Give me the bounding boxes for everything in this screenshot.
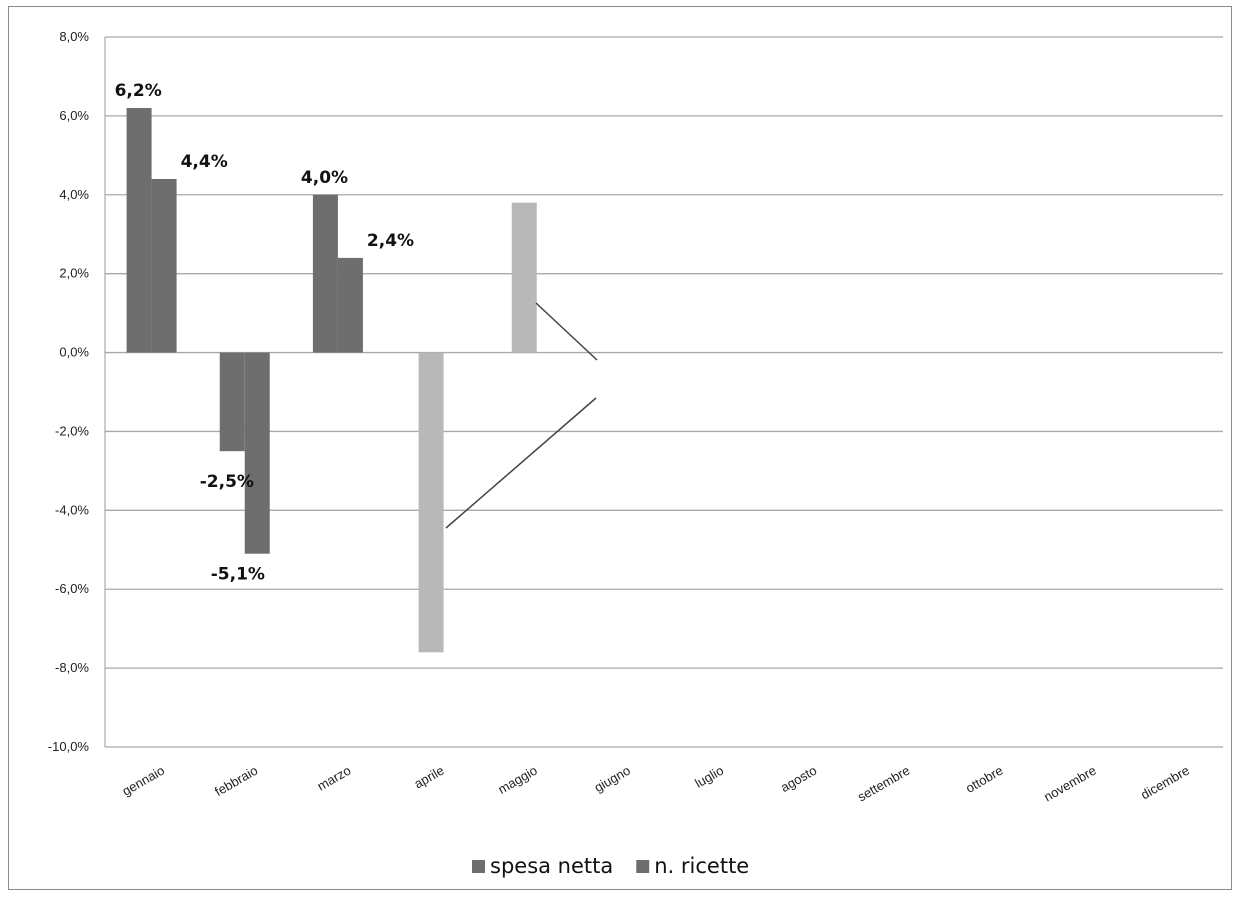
- x-category-label: settembre: [855, 763, 913, 805]
- y-tick-label: 6,0%: [59, 108, 89, 123]
- bar-spesa-netta-marzo: [313, 195, 338, 353]
- data-label: 6,2%: [115, 81, 162, 101]
- bar-spesa-netta-febbraio: [220, 353, 245, 452]
- legend-swatch: [472, 860, 485, 873]
- x-category-label: febbraio: [212, 763, 260, 799]
- bar-spesa-netta-aprile: [419, 353, 444, 653]
- y-tick-label: -4,0%: [55, 502, 89, 517]
- annotation-line: [536, 303, 597, 360]
- data-label: 2,4%: [367, 231, 414, 251]
- y-axis-ticks: 8,0% 6,0% 4,0% 2,0% 0,0% -2,0% -4,0% -6,0% -8,0%…: [48, 29, 90, 754]
- bar-n-ricette-marzo: [338, 258, 363, 353]
- y-tick-label: -6,0%: [55, 581, 89, 596]
- data-label: 4,4%: [181, 152, 228, 172]
- x-category-label: agosto: [778, 763, 819, 796]
- x-category-label: maggio: [495, 763, 539, 797]
- y-tick-label: 8,0%: [59, 29, 89, 44]
- x-category-label: luglio: [692, 763, 726, 791]
- legend: spesa netta n. ricette: [472, 854, 749, 878]
- gridlines: [105, 37, 1223, 747]
- bar-chart: 8,0% 6,0% 4,0% 2,0% 0,0% -2,0% -4,0% -6,0% -8,0%…: [9, 7, 1231, 889]
- data-label: -2,5%: [200, 472, 254, 492]
- x-category-label: ottobre: [963, 763, 1006, 796]
- y-tick-label: -2,0%: [55, 423, 89, 438]
- legend-swatch: [636, 860, 649, 873]
- data-label: -5,1%: [211, 565, 265, 585]
- x-category-label: giugno: [592, 763, 633, 796]
- bar-n-ricette-gennaio: [152, 179, 177, 353]
- bar-spesa-netta-maggio: [512, 203, 537, 353]
- chart-frame: 8,0% 6,0% 4,0% 2,0% 0,0% -2,0% -4,0% -6,0% -8,0%…: [8, 6, 1232, 890]
- y-tick-label: -8,0%: [55, 660, 89, 675]
- data-label: 4,0%: [301, 168, 348, 188]
- y-tick-label: 0,0%: [59, 345, 89, 360]
- annotation-line: [446, 398, 596, 528]
- x-category-label: aprile: [412, 763, 447, 792]
- legend-label: n. ricette: [654, 854, 749, 878]
- x-category-label: gennaio: [120, 763, 168, 799]
- y-tick-label: -10,0%: [48, 739, 90, 754]
- bar-n-ricette-febbraio: [245, 353, 270, 554]
- x-category-label: dicembre: [1138, 763, 1192, 803]
- x-category-label: marzo: [315, 763, 354, 794]
- bar-spesa-netta-gennaio: [127, 108, 152, 353]
- legend-label: spesa netta: [490, 854, 613, 878]
- y-tick-label: 2,0%: [59, 266, 89, 281]
- x-category-label: novembre: [1041, 763, 1099, 805]
- x-axis-categories: gennaio febbraio marzo aprile maggio giugno lu…: [120, 763, 1192, 805]
- bars: [127, 108, 537, 652]
- y-tick-label: 4,0%: [59, 187, 89, 202]
